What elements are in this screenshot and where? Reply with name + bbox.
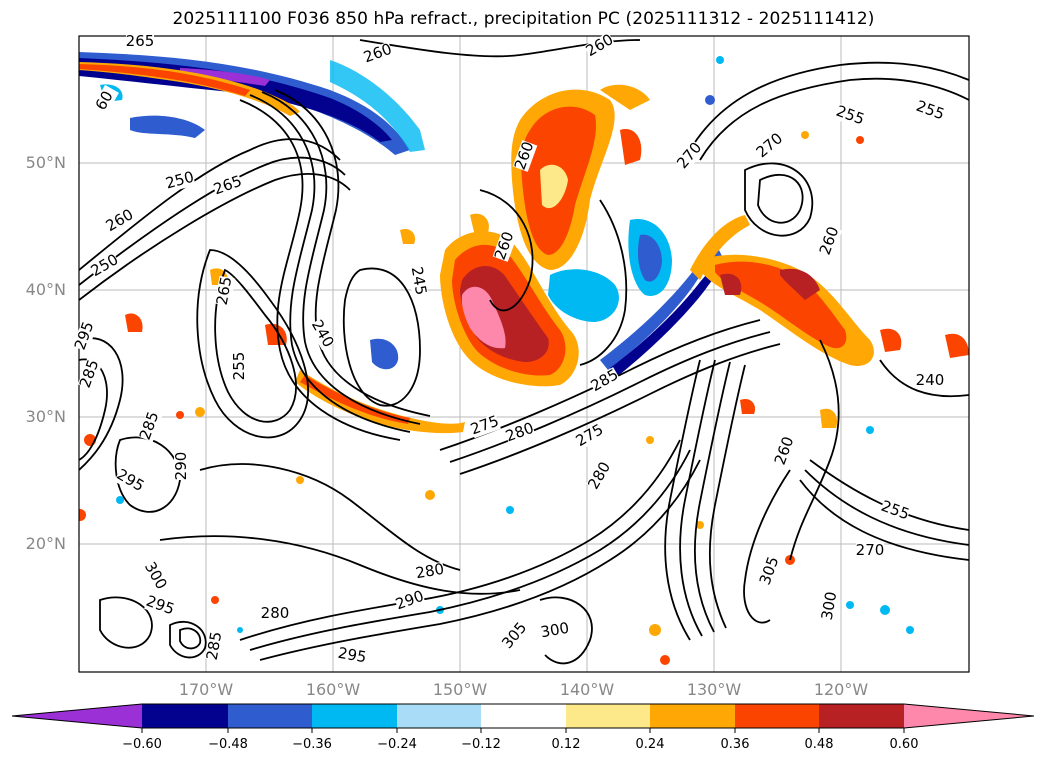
contour-label: 285 [203, 630, 226, 661]
contour-label-bg [914, 98, 946, 124]
contour-label-bg [772, 435, 798, 467]
colorbar-segment-3 [312, 704, 397, 728]
colorbar-segment-6 [566, 704, 650, 728]
contour-label-bg [137, 410, 163, 442]
positive-band-northwest [79, 62, 300, 116]
contour-label: 270 [856, 541, 885, 559]
colorbar-tick-label: −0.24 [377, 737, 417, 752]
contour-label-bg [336, 645, 368, 667]
contour-label: 255 [230, 352, 248, 381]
colorbar-tick-label: −0.48 [208, 737, 248, 752]
contour-label-bg [204, 630, 226, 662]
contour-label-bg [103, 207, 137, 235]
colorbar-tick-label: 0.24 [635, 737, 665, 752]
contour-label-bg [126, 34, 154, 50]
contour-label-bg [144, 593, 176, 619]
contour-label-bg [113, 467, 147, 495]
contour-label-bg [232, 352, 248, 380]
contour-label-bg [212, 173, 244, 199]
contour-label-bg [586, 459, 614, 493]
lon-label-140w: 140°W [559, 680, 615, 699]
contour-label-bg [856, 543, 884, 559]
contour-label-bg [834, 103, 866, 129]
colorbar-segment-7 [650, 704, 735, 728]
positive-band-east [700, 254, 969, 428]
contour-label: 245 [408, 265, 431, 296]
contour-label-bg [394, 588, 426, 614]
lat-label-50n: 50°N [25, 153, 66, 172]
contour-label-bg [91, 84, 119, 118]
colorbar-tick-label: −0.60 [122, 737, 162, 752]
contour-label: 300 [818, 590, 841, 621]
contour-label-bg [492, 230, 518, 262]
contour-label-bg [88, 252, 122, 280]
colorbar-tick-label: 0.36 [720, 737, 750, 752]
contour-label-bg [407, 265, 429, 297]
contour-label-bg [588, 367, 622, 395]
map-fields [79, 36, 969, 672]
contour-label-bg [214, 275, 236, 307]
colorbar-segment-9 [819, 704, 904, 728]
contour-label: 280 [261, 604, 290, 622]
contour-label-bg [674, 140, 706, 172]
contour-label-bg [362, 41, 394, 67]
positive-arc-west [125, 213, 489, 434]
colorbar-segment-2 [228, 704, 312, 728]
contour-label-bg [583, 32, 617, 60]
colorbar-tick-label: 0.60 [889, 737, 919, 752]
contour-label-bg [72, 320, 98, 352]
contour-label: 290 [172, 452, 190, 481]
colorbar-segment-5 [481, 704, 566, 728]
contour-label-bg [469, 413, 501, 439]
colorbar-tick-label: 0.12 [551, 737, 581, 752]
positive-blob-north-central [511, 84, 650, 270]
contour-label-bg [308, 317, 336, 351]
contour-label-bg [414, 561, 446, 583]
lon-label-130w: 130°W [686, 680, 742, 699]
contour-label-bg [164, 169, 196, 193]
contour-label: 295 [337, 644, 368, 667]
contour-label-bg [141, 559, 169, 593]
contour-label-bg [504, 420, 536, 446]
contour-label: 280 [414, 560, 445, 583]
lat-label-30n: 30°N [25, 407, 66, 426]
lat-label-40n: 40°N [25, 280, 66, 299]
colorbar-tick-label: −0.36 [292, 737, 332, 752]
contour-label-bg [879, 498, 911, 524]
colorbar-segment-8 [735, 704, 819, 728]
contour-label-bg [77, 358, 103, 390]
contour-label: 265 [126, 32, 155, 50]
contour-label-bg [817, 225, 843, 257]
map-title: 2025111100 F036 850 hPa refract., precip… [172, 9, 875, 29]
refractivity-contours [79, 39, 969, 665]
contour-label: 300 [539, 619, 570, 642]
colorbar-over-triangle [904, 704, 1034, 728]
map-frame [78, 35, 970, 673]
colorbar [11, 703, 1035, 733]
contour-label: 240 [916, 371, 945, 389]
lon-label-160w: 160°W [305, 680, 361, 699]
contour-label-bg [916, 373, 944, 389]
contour-label-bg [261, 606, 289, 622]
contour-label: 265 [213, 275, 236, 306]
contour-label-bg [573, 422, 607, 450]
contour-label-bg [754, 130, 786, 162]
negative-blob-central [370, 219, 672, 370]
contour-label-bg [757, 555, 783, 587]
colorbar-tick-label: 0.48 [804, 737, 834, 752]
contour-label-bg [819, 590, 841, 622]
colorbar-tick-label: −0.12 [461, 737, 501, 752]
colorbar-under-triangle [12, 704, 142, 728]
colorbar-segment-1 [142, 704, 228, 728]
lat-label-20n: 20°N [25, 534, 66, 553]
contour-label-bg [539, 620, 571, 642]
contour-label-bg [174, 452, 190, 480]
lon-label-120w: 120°W [813, 680, 869, 699]
contour-label-bg [512, 140, 538, 172]
colorbar-segment-4 [397, 704, 481, 728]
lon-label-170w: 170°W [178, 680, 234, 699]
contour-label-bg [499, 620, 531, 652]
lon-label-150w: 150°W [432, 680, 488, 699]
